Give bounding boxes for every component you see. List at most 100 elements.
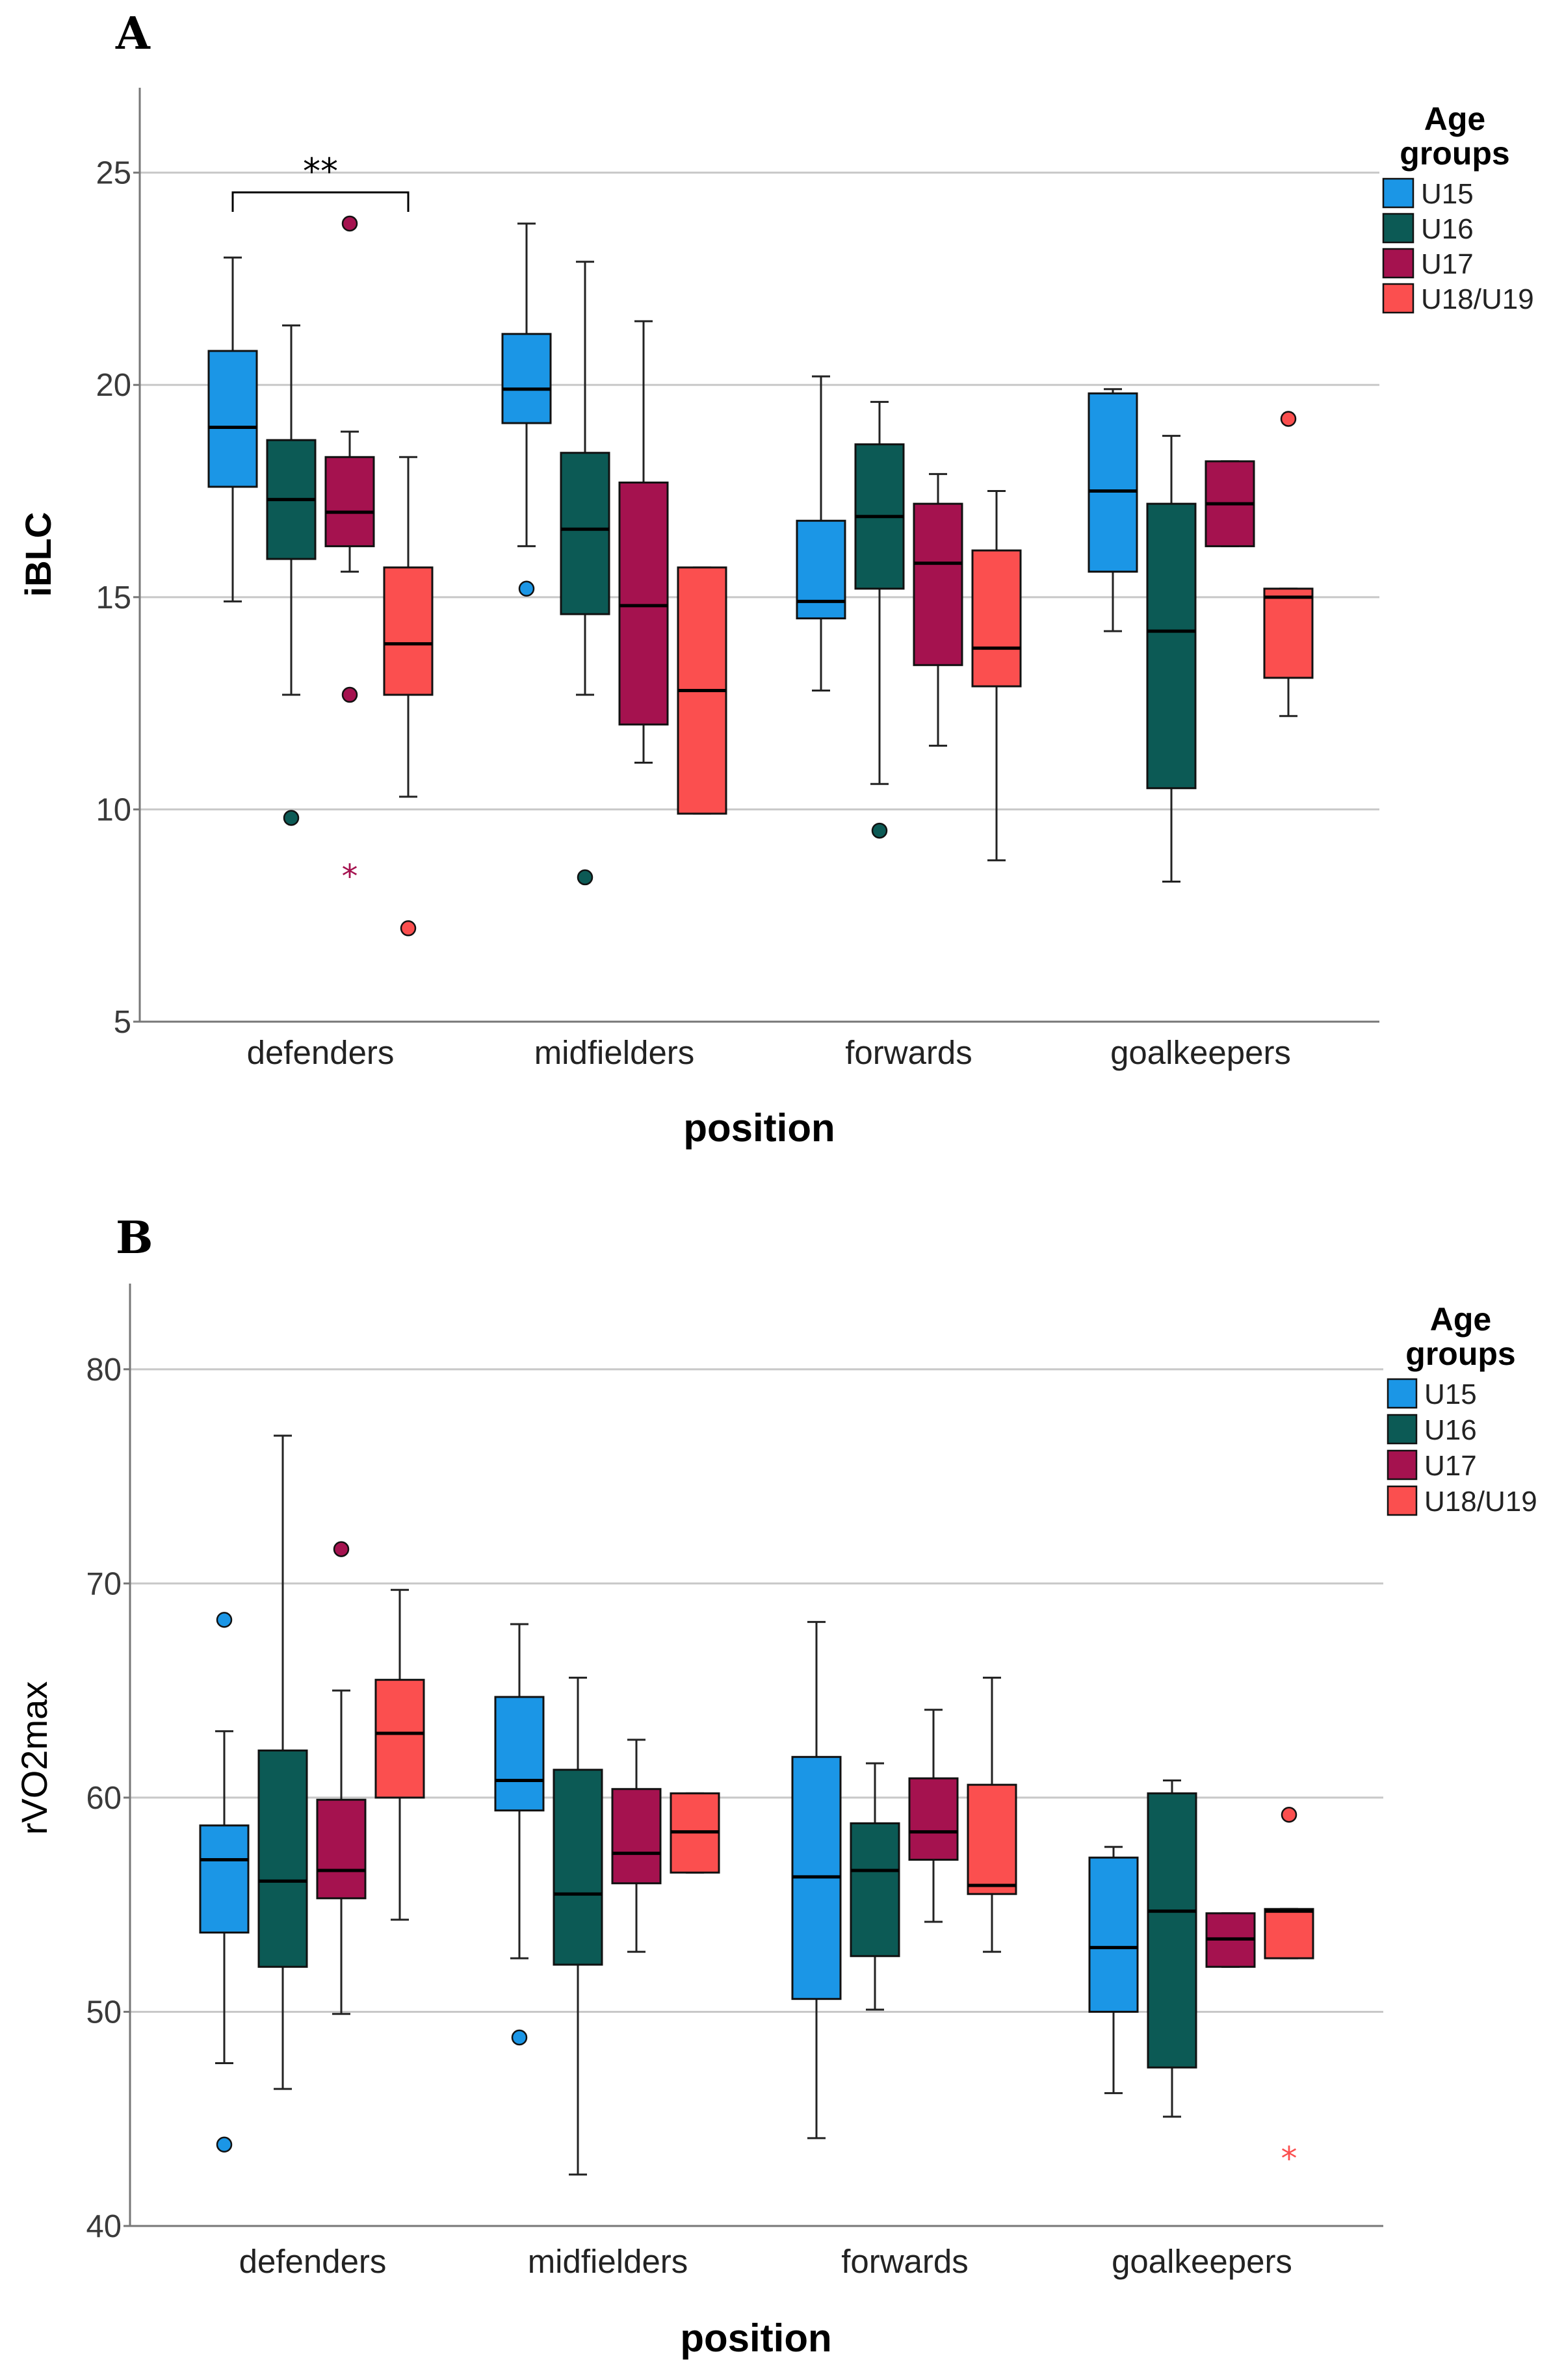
- panel-a-y-ticks: 5 10 15 20 25: [96, 156, 140, 1040]
- outlier-point: [333, 1541, 350, 1557]
- outlier-point: [400, 920, 417, 937]
- panel-a-x-ticks: defenders midfielders forwards goalkeepers: [247, 1034, 1291, 1071]
- box-U17-goalkeepers: [1205, 1912, 1256, 1968]
- legend-swatch: [1382, 177, 1414, 209]
- y-tick-label: 10: [96, 792, 131, 827]
- box-iqr: [796, 519, 846, 619]
- legend-title-line1: Age: [1430, 1301, 1491, 1338]
- box-iqr: [618, 481, 669, 726]
- box-U16-goalkeepers: [1146, 435, 1197, 883]
- box-U17-midfielders: [611, 1739, 662, 1953]
- legend-label: U17: [1421, 248, 1474, 280]
- box-U16-defenders: [266, 324, 317, 826]
- box-U15-goalkeepers: [1088, 388, 1138, 632]
- box-U16-goalkeepers: [1147, 1779, 1197, 2118]
- box-iqr: [967, 1783, 1017, 1895]
- box-U18/U19-defenders: [383, 456, 434, 937]
- y-tick-label: 50: [86, 1995, 122, 2030]
- box-iqr: [908, 1777, 959, 1861]
- panel-b-y-axis-label: rVO2max: [14, 1681, 55, 1835]
- outlier-point: [283, 810, 300, 826]
- legend-label: U17: [1424, 1450, 1477, 1482]
- panel-b-letter: B: [116, 1212, 153, 1264]
- legend-swatch: [1382, 283, 1414, 314]
- box-U17-defenders: *: [324, 215, 375, 895]
- outlier-point: [341, 686, 358, 703]
- outlier-point: [1281, 1807, 1297, 1823]
- legend-item-U16: U16: [1387, 1414, 1477, 1446]
- box-iqr: [316, 1798, 367, 1900]
- box-iqr: [971, 549, 1022, 688]
- outlier-point: [216, 1612, 233, 1628]
- box-iqr: [850, 1822, 900, 1958]
- legend-swatch: [1387, 1414, 1418, 1445]
- y-tick-label: 80: [86, 1352, 122, 1388]
- legend-swatch: [1387, 1485, 1418, 1516]
- legend-item-U15: U15: [1382, 177, 1474, 210]
- panel-b: B * 40 50 60 70 80 defenders midfielders forwa…: [14, 1212, 1537, 2360]
- box-iqr: [199, 1824, 250, 1934]
- box-iqr: [501, 333, 552, 424]
- panel-b-x-axis-label: position: [680, 2316, 831, 2360]
- panel-b-axes: [129, 1284, 1383, 2227]
- panel-a-y-axis-label: iBLC: [18, 512, 59, 597]
- legend-swatch: [1387, 1378, 1418, 1409]
- x-tick-label-forwards: forwards: [841, 2243, 969, 2280]
- x-tick-label-forwards: forwards: [845, 1034, 972, 1071]
- panel-b-boxes: *: [199, 1434, 1314, 2177]
- box-U18/U19-forwards: [967, 1676, 1017, 1953]
- outlier-point: [511, 2029, 528, 2046]
- panel-b-x-ticks: defenders midfielders forwards goalkeepers: [239, 2243, 1292, 2280]
- legend-title-line2: groups: [1405, 1336, 1515, 1372]
- box-iqr: [374, 1679, 425, 1799]
- y-tick-label: 20: [96, 368, 131, 403]
- y-tick-label: 70: [86, 1566, 122, 1601]
- panel-b-y-ticks: 40 50 60 70 80: [86, 1352, 130, 2244]
- legend-swatch: [1382, 213, 1414, 244]
- box-U16-defenders: [257, 1434, 308, 2090]
- legend-item-U17: U17: [1387, 1449, 1477, 1482]
- x-tick-label-midfielders: midfielders: [534, 1034, 695, 1071]
- legend-item-U17: U17: [1382, 248, 1474, 280]
- legend-item-U16: U16: [1382, 213, 1474, 245]
- panel-a-letter: A: [115, 8, 151, 60]
- outlier-point: [871, 822, 888, 839]
- panel-a-boxes: *: [207, 215, 1314, 937]
- legend-label: U18/U19: [1421, 283, 1534, 315]
- box-U15-midfielders: [494, 1623, 545, 2046]
- outlier-point: [577, 869, 593, 886]
- outlier-point: [216, 2136, 233, 2153]
- box-U15-defenders: [207, 256, 258, 602]
- extreme-outlier: *: [342, 857, 358, 895]
- x-tick-label-defenders: defenders: [247, 1034, 395, 1071]
- box-U15-forwards: [796, 375, 846, 692]
- box-U18/U19-defenders: [374, 1588, 425, 1921]
- legend-title-line2: groups: [1400, 135, 1509, 172]
- outlier-point: [1280, 411, 1297, 427]
- box-iqr: [383, 566, 434, 696]
- box-iqr: [1088, 392, 1138, 573]
- legend-label: U15: [1424, 1378, 1477, 1410]
- box-iqr: [1146, 502, 1197, 790]
- box-U17-forwards: [913, 472, 963, 747]
- significance-annotation: **: [231, 151, 410, 212]
- box-U17-midfielders: [618, 320, 669, 764]
- box-U17-defenders: [316, 1541, 367, 2015]
- box-U15-forwards: [791, 1621, 842, 2140]
- box-U16-forwards: [854, 400, 905, 839]
- box-iqr: [1264, 1908, 1314, 1960]
- box-U17-forwards: [908, 1709, 959, 1923]
- box-iqr: [494, 1696, 545, 1812]
- box-iqr: [1263, 588, 1314, 679]
- legend-item-U18/U19: U18/U19: [1387, 1485, 1537, 1518]
- box-iqr: [324, 456, 375, 547]
- legend-label: U18/U19: [1424, 1486, 1537, 1518]
- box-iqr: [553, 1768, 603, 1966]
- y-tick-label: 40: [86, 2209, 122, 2244]
- box-iqr: [1088, 1856, 1139, 2013]
- legend-items: U15 U16 U17 U18/U19: [1387, 1378, 1537, 1518]
- significance-bracket: [231, 191, 410, 212]
